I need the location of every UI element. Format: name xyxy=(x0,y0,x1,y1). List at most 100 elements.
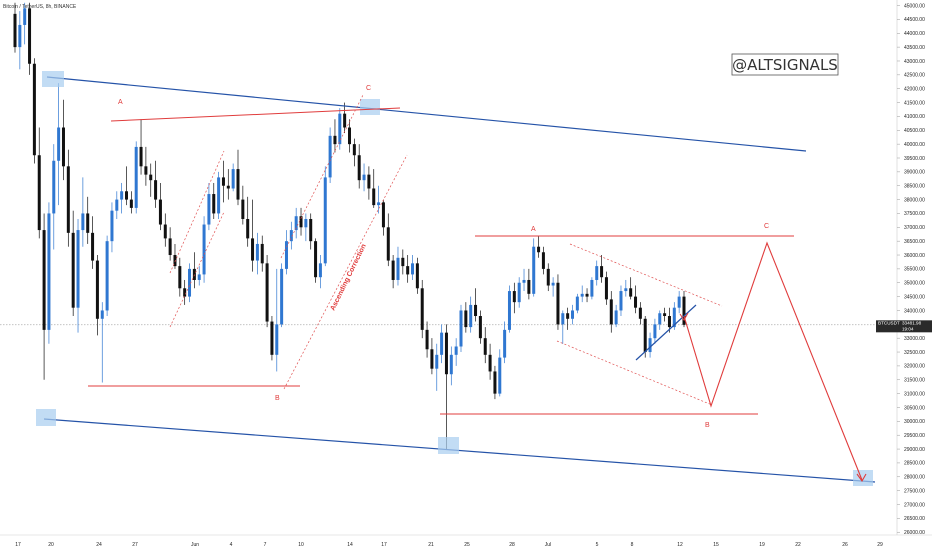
candle-body xyxy=(212,194,216,214)
price-tick-label: 32000.00 xyxy=(904,364,925,370)
time-tick-label: Jun xyxy=(191,542,199,548)
time-tick-label: 17 xyxy=(15,542,21,548)
candle-body xyxy=(614,310,618,325)
candle-body xyxy=(381,202,385,228)
candle xyxy=(309,213,313,250)
candle xyxy=(134,141,138,214)
price-tick-label: 32500.00 xyxy=(904,350,925,356)
candle xyxy=(474,288,478,322)
candle-body xyxy=(561,313,565,325)
candle xyxy=(682,291,686,328)
small-arrowhead xyxy=(679,312,689,321)
candle xyxy=(231,163,235,192)
candle-body xyxy=(66,166,70,233)
candle-body xyxy=(469,304,473,328)
candle-body xyxy=(609,299,613,325)
candle-body xyxy=(251,238,255,261)
candle xyxy=(275,268,279,372)
candle-body xyxy=(459,310,463,347)
candle xyxy=(449,346,453,386)
candle-body xyxy=(57,127,61,161)
candle xyxy=(551,277,555,297)
candle-body xyxy=(396,257,400,280)
candle xyxy=(541,246,545,275)
highlight-box-c xyxy=(360,99,380,115)
candle-body xyxy=(600,266,604,278)
candle xyxy=(440,324,444,364)
candle-body xyxy=(604,277,608,300)
candle xyxy=(411,255,415,280)
candle xyxy=(299,207,303,236)
price-tick-label: 34000.00 xyxy=(904,308,925,314)
candle-body xyxy=(570,310,575,319)
candle xyxy=(76,218,80,333)
candle-body xyxy=(52,160,56,214)
price-tick-label: 33000.00 xyxy=(904,336,925,342)
candle xyxy=(498,349,502,397)
candle-body xyxy=(556,282,560,325)
candle xyxy=(609,291,613,333)
candle-body xyxy=(105,241,109,311)
price-tick-label: 44500.00 xyxy=(904,17,925,23)
candle xyxy=(158,182,162,231)
channel-lower-line xyxy=(43,418,876,483)
candle xyxy=(318,255,322,289)
candle xyxy=(435,343,439,391)
candle xyxy=(624,279,628,297)
candle xyxy=(251,199,255,272)
time-tick-label: 5 xyxy=(596,542,599,548)
candle-body xyxy=(624,288,628,292)
candle-body xyxy=(226,185,230,189)
candle-body xyxy=(163,224,167,239)
candle-body xyxy=(483,338,487,355)
candle-body xyxy=(217,177,221,214)
candle xyxy=(294,207,298,239)
price-tick-label: 41500.00 xyxy=(904,100,925,106)
time-tick-label: 21 xyxy=(428,542,434,548)
time-tick-label: 24 xyxy=(96,542,102,548)
candle xyxy=(638,302,642,325)
candle xyxy=(420,279,424,339)
candle xyxy=(42,213,46,380)
candle-body xyxy=(158,199,162,225)
candle-body xyxy=(144,166,148,175)
candle-body xyxy=(328,135,332,178)
chart-title: Bitcoin / TetherUS, 8h, BINANCE xyxy=(3,4,77,10)
candle-body xyxy=(590,279,594,297)
price-tick-label: 44000.00 xyxy=(904,31,925,37)
candle xyxy=(255,232,259,275)
price-tick-label: 28000.00 xyxy=(904,475,925,481)
candle xyxy=(367,166,371,200)
candle xyxy=(129,191,133,214)
time-tick-label: 28 xyxy=(509,542,515,548)
candle xyxy=(154,160,158,208)
time-tick-label: Jul xyxy=(545,542,551,548)
candle xyxy=(425,321,429,358)
candle-body xyxy=(541,252,545,269)
candle-body xyxy=(672,307,676,328)
candle xyxy=(362,163,366,192)
price-tick-label: 38000.00 xyxy=(904,197,925,203)
candle xyxy=(120,182,124,214)
candle xyxy=(483,327,487,364)
candle-body xyxy=(585,293,589,297)
candle-body xyxy=(532,246,536,294)
candle-body xyxy=(575,296,579,311)
candle xyxy=(265,255,269,328)
candle xyxy=(401,249,405,275)
candle xyxy=(614,304,618,328)
candle-body xyxy=(139,146,143,167)
time-tick-label: 19 xyxy=(759,542,765,548)
candle-body xyxy=(595,266,599,280)
candle-body xyxy=(183,288,187,297)
candle-body xyxy=(280,268,284,325)
candle-body xyxy=(629,288,633,297)
price-tick-label: 40000.00 xyxy=(904,142,925,148)
price-tick-label: 42500.00 xyxy=(904,73,925,79)
candle xyxy=(527,268,531,300)
candle-body xyxy=(653,324,657,339)
price-tick-label: 29500.00 xyxy=(904,433,925,439)
label-top-c: C xyxy=(366,85,371,92)
candle xyxy=(595,260,599,286)
